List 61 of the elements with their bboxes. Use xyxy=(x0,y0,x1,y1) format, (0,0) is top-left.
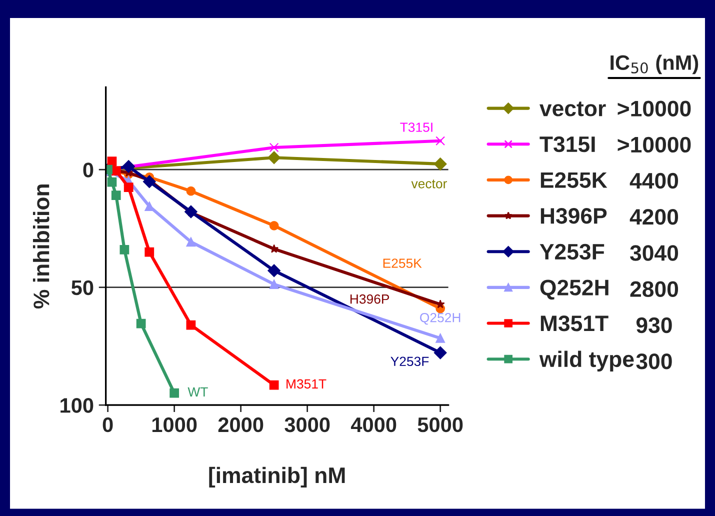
text: 4400 xyxy=(630,172,678,189)
point xyxy=(268,264,280,278)
y-axis-title: % inhibition xyxy=(32,184,50,309)
point xyxy=(434,346,447,360)
x-tick-label: 0 xyxy=(102,417,113,432)
text: 300 xyxy=(636,353,672,370)
point xyxy=(124,182,134,192)
legend-label: Q252H xyxy=(540,280,608,300)
point xyxy=(107,156,117,166)
point xyxy=(107,177,117,187)
text: 4200 xyxy=(630,209,678,225)
x-tick-label: 4000 xyxy=(350,417,396,432)
text: 3040 xyxy=(630,245,678,261)
annotation: Q252H xyxy=(420,312,460,325)
x-axis-title: [imatinib] nM xyxy=(209,466,345,488)
annotation: vector xyxy=(411,180,447,188)
text: IC$_{50}$ (nM) xyxy=(610,54,698,74)
point xyxy=(122,160,136,173)
point xyxy=(269,220,279,230)
x-tick-label: 2000 xyxy=(218,417,264,432)
point xyxy=(269,280,279,289)
annotation: E255K xyxy=(383,258,422,268)
point xyxy=(111,190,121,200)
legend-label: Y253F xyxy=(540,244,604,260)
annotation: WT xyxy=(188,387,208,396)
legend-label: E255K xyxy=(540,172,608,188)
y-tick-label: 50 xyxy=(71,280,94,296)
point xyxy=(186,186,196,196)
point xyxy=(144,247,154,257)
point xyxy=(436,136,446,146)
point xyxy=(186,320,196,330)
point xyxy=(120,244,130,254)
annotation: H396P xyxy=(350,294,390,304)
point xyxy=(434,158,447,170)
annotation: M351T xyxy=(286,379,326,389)
point xyxy=(269,142,279,152)
legend-label: wild type xyxy=(539,350,634,372)
x-tick-label: 3000 xyxy=(284,417,330,432)
legend-label: T315I xyxy=(540,136,595,152)
point xyxy=(170,388,180,398)
legend-label: vector xyxy=(540,102,606,116)
legend-label: M351T xyxy=(540,316,608,332)
y-tick-label: 0 xyxy=(83,162,94,178)
point xyxy=(436,334,446,343)
annotation: Y253F xyxy=(390,356,429,366)
x-tick-label: 1000 xyxy=(152,417,197,432)
point xyxy=(268,151,280,164)
legend-label: H396P xyxy=(540,208,607,224)
text: 930 xyxy=(636,317,672,334)
y-tick-label: 100 xyxy=(60,398,94,413)
point xyxy=(142,175,156,188)
text: 2800 xyxy=(630,281,678,297)
point xyxy=(269,380,279,390)
text: >10000 xyxy=(618,100,691,116)
x-tick-label: 5000 xyxy=(418,417,463,432)
point xyxy=(136,318,146,328)
text: >10000 xyxy=(618,136,691,153)
point xyxy=(184,205,198,218)
annotation: T315I xyxy=(400,122,432,132)
point xyxy=(111,166,121,176)
point xyxy=(186,237,196,247)
